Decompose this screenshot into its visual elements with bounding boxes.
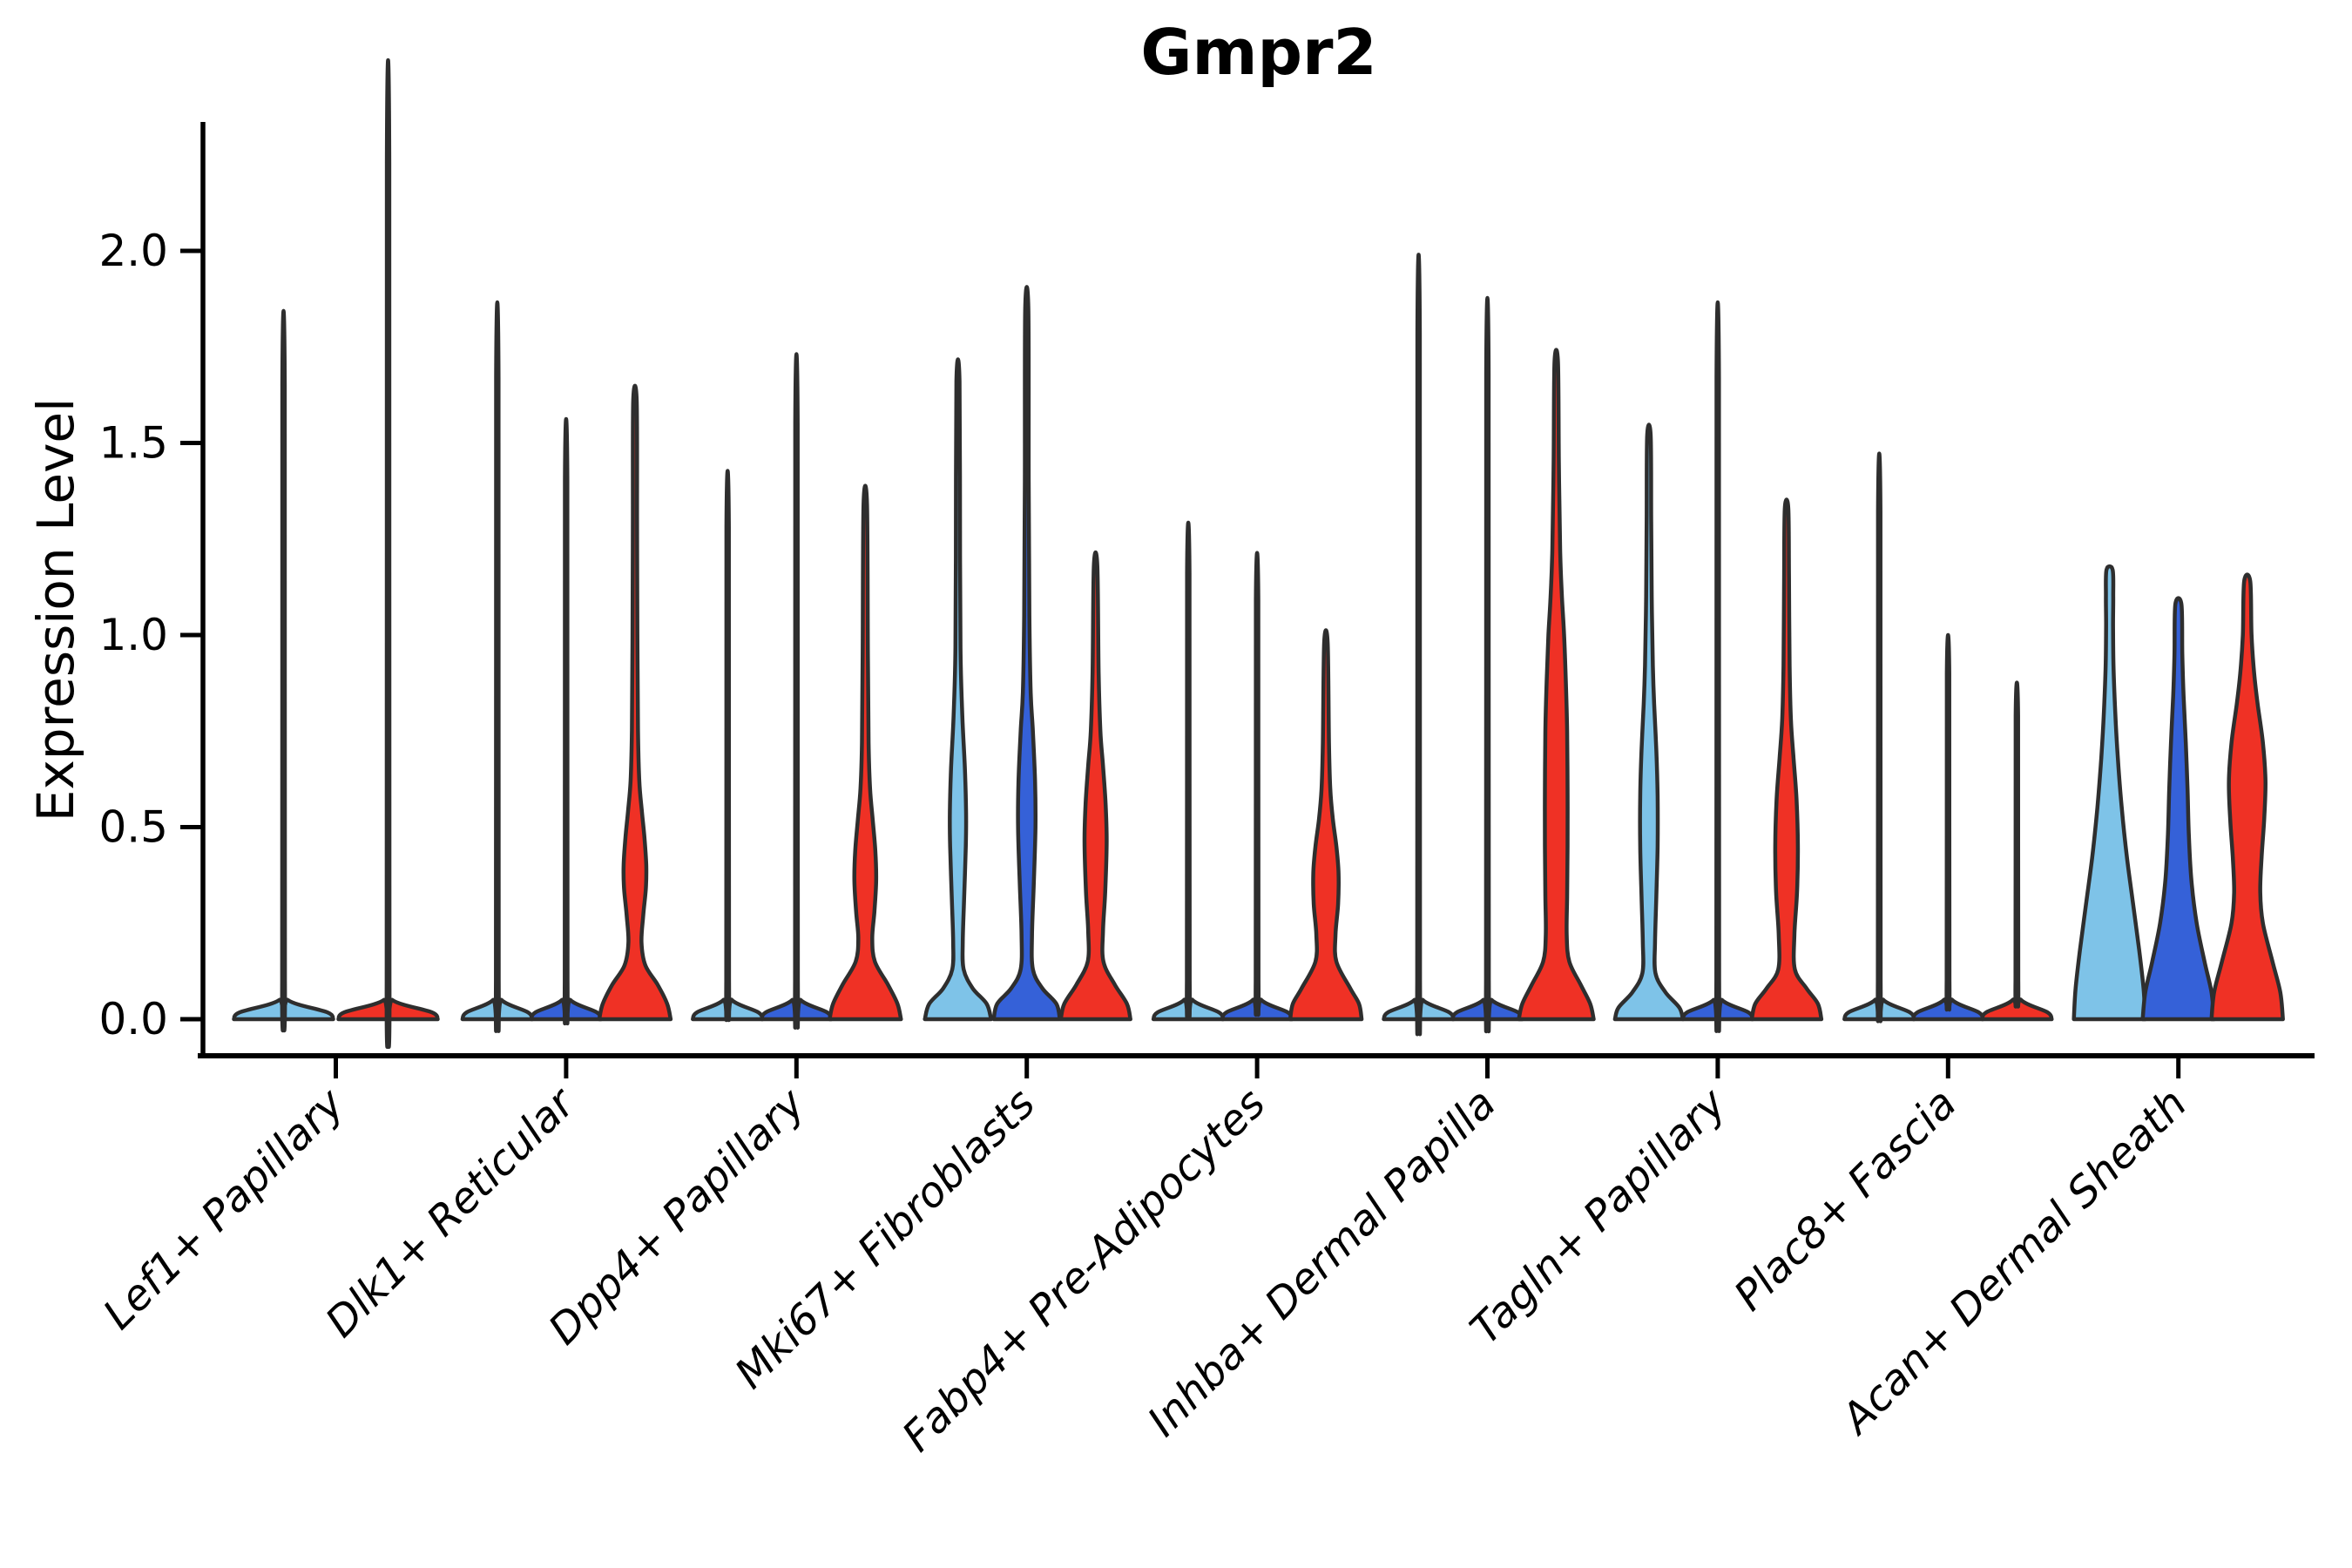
violin-lef1-light_blue — [232, 308, 335, 1033]
x-tick-label: Dlk1+ Reticular — [316, 1078, 586, 1348]
y-tick-label: 2.0 — [98, 226, 168, 276]
x-tick-label: Dpp4+ Papillary — [539, 1078, 814, 1354]
y-tick-label: 0.0 — [98, 994, 168, 1044]
violin-acan-dark_blue — [2140, 596, 2216, 1022]
violin-dlk1-light_blue — [460, 300, 535, 1033]
violin-mki67-red — [1058, 550, 1132, 1022]
violin-fabp4-red — [1288, 628, 1364, 1022]
violin-plac8-light_blue — [1842, 451, 1916, 1024]
violin-inhba-light_blue — [1382, 253, 1456, 1037]
x-tick-label: Tagln+ Papillary — [1461, 1078, 1736, 1354]
y-tick-label: 1.0 — [98, 610, 168, 660]
violin-tagln-light_blue — [1612, 422, 1686, 1022]
violin-fabp4-light_blue — [1151, 521, 1226, 1022]
violin-acan-red — [2209, 572, 2285, 1022]
chart-title: Gmpr2 — [1140, 16, 1377, 89]
violin-acan-light_blue — [2072, 564, 2147, 1022]
x-tick-label: Lef1+ Papillary — [94, 1078, 355, 1339]
violin-inhba-dark_blue — [1450, 295, 1524, 1034]
violin-mki67-light_blue — [923, 357, 993, 1022]
violin-plac8-red — [1980, 680, 2054, 1022]
y-tick-label: 1.5 — [98, 418, 168, 469]
violin-tagln-dark_blue — [1680, 300, 1755, 1033]
y-tick-label: 0.5 — [98, 802, 168, 853]
violin-dlk1-dark_blue — [529, 416, 604, 1026]
violin-plac8-dark_blue — [1911, 633, 1985, 1022]
x-tick-label: Fabp4+ Pre-Adipocytes — [893, 1079, 1275, 1462]
x-tick-label: Plac8+ Fascia — [1725, 1079, 1966, 1321]
violin-tagln-red — [1749, 497, 1824, 1022]
violin-dlk1-red — [597, 383, 673, 1022]
violin-fabp4-dark_blue — [1220, 551, 1294, 1022]
violin-dpp4-dark_blue — [760, 352, 834, 1030]
violin-mki67-dark_blue — [991, 285, 1062, 1022]
violin-lef1-red — [336, 57, 440, 1049]
violin-dpp4-red — [828, 483, 903, 1022]
violin-dpp4-light_blue — [691, 469, 765, 1023]
violin-inhba-red — [1517, 348, 1596, 1022]
